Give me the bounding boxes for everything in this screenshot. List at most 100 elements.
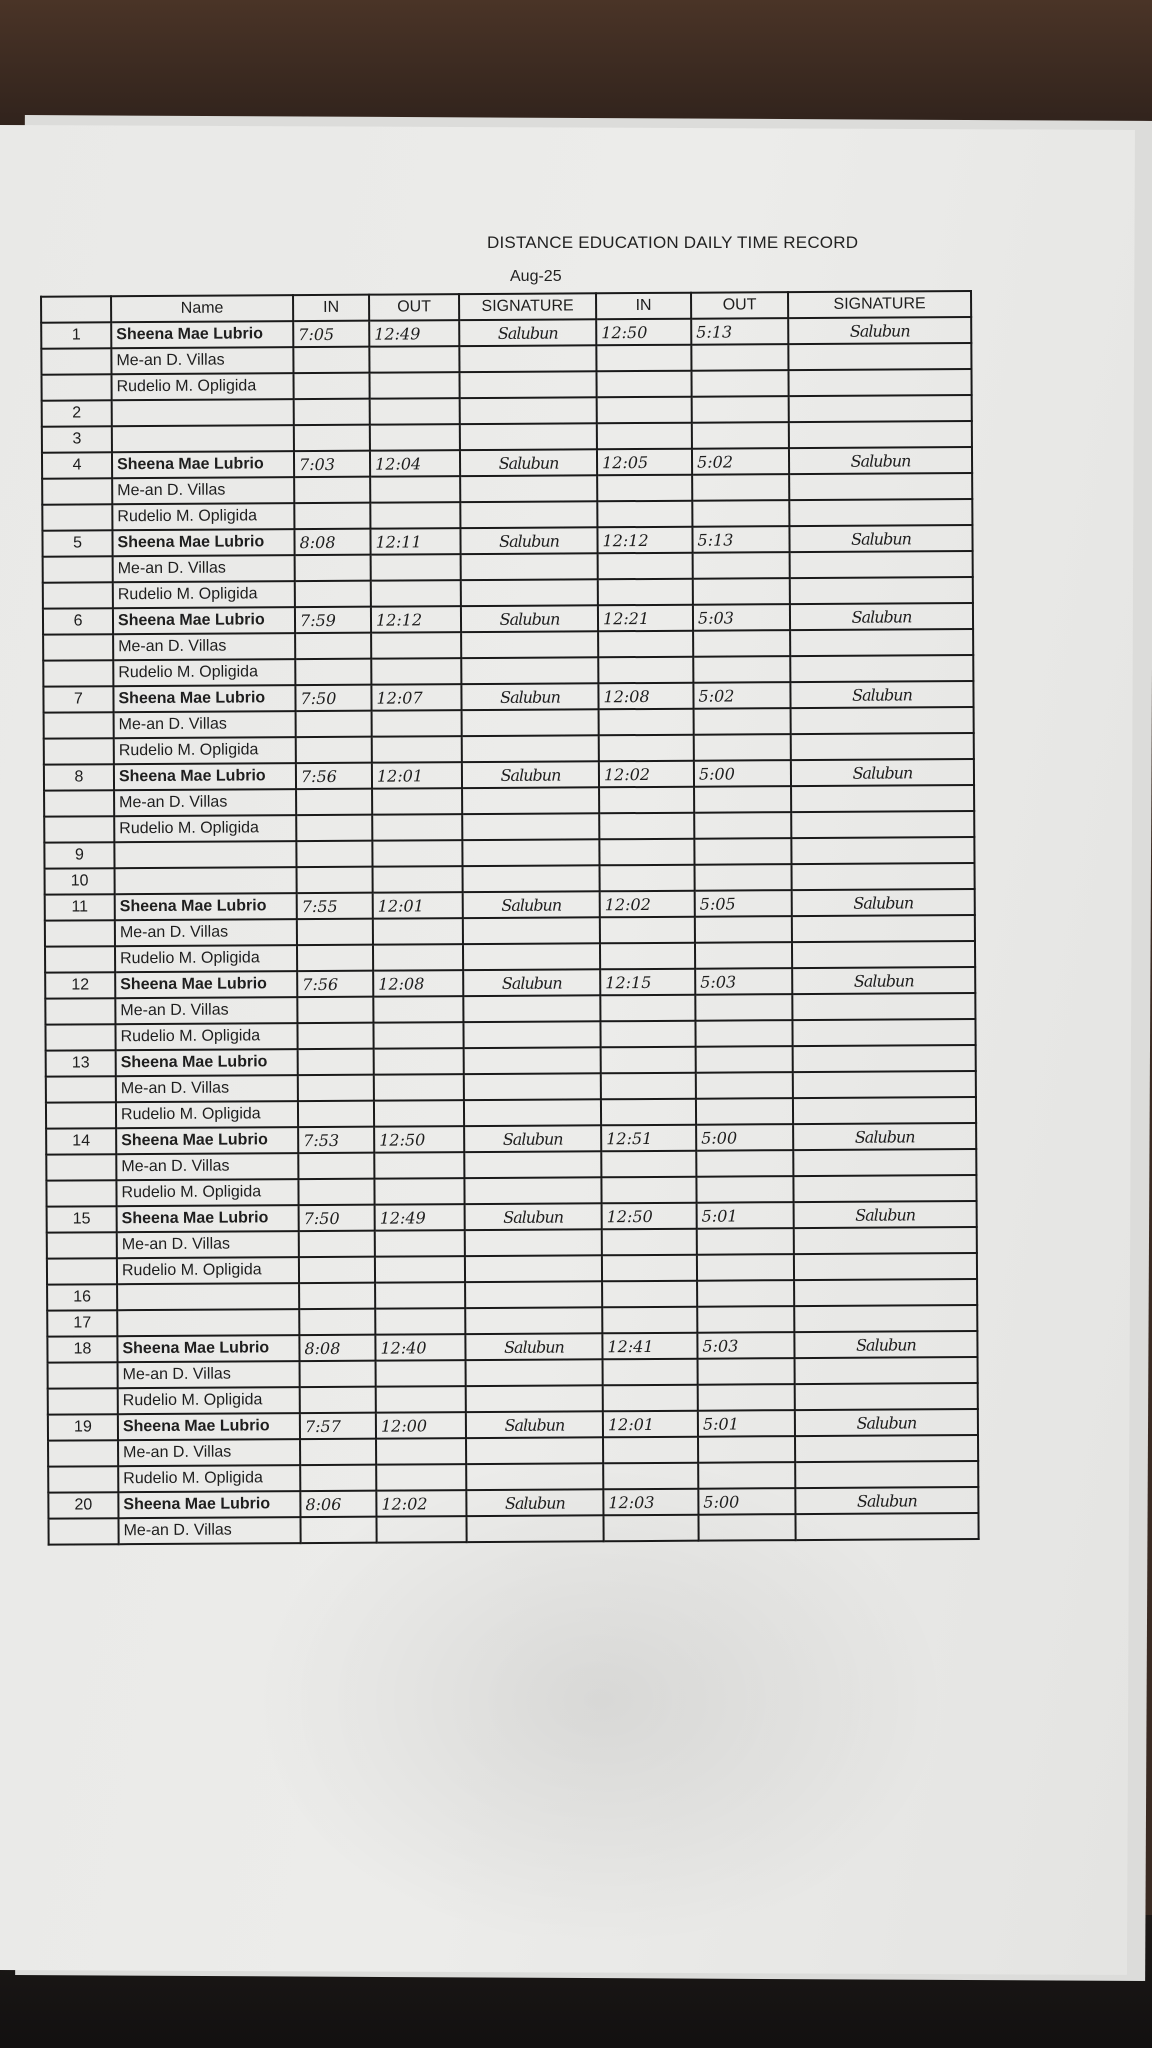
am-out-cell xyxy=(372,918,463,945)
day-number-cell: 9 xyxy=(44,842,115,869)
pm-in-cell: 12:21 xyxy=(597,604,694,632)
name-cell: Me-an D. Villas xyxy=(115,1075,298,1103)
day-number-cell xyxy=(48,1440,119,1467)
am-signature-cell xyxy=(459,345,597,373)
pm-signature-cell xyxy=(794,1278,978,1307)
pm-out-cell: 5:00 xyxy=(698,1488,796,1515)
pm-signature-cell xyxy=(793,1174,977,1203)
am-in-cell xyxy=(294,502,371,530)
day-number-cell xyxy=(42,504,113,531)
pm-signature-cell: Salubun xyxy=(791,888,975,917)
pm-out-cell: 5:03 xyxy=(695,968,793,995)
am-in-cell xyxy=(300,1438,377,1466)
am-out-cell xyxy=(373,996,464,1023)
pm-out-cell xyxy=(695,1046,793,1073)
am-out-cell xyxy=(370,580,461,607)
name-cell: Sheena Mae Lubrio xyxy=(111,451,295,479)
pm-signature-cell xyxy=(792,1018,976,1047)
am-out-cell xyxy=(372,788,463,815)
pm-signature-cell xyxy=(790,706,974,735)
am-out-cell xyxy=(369,424,460,451)
am-out-cell: 12:50 xyxy=(374,1126,465,1153)
pm-out-cell xyxy=(691,422,789,449)
pm-in-cell: 12:50 xyxy=(601,1202,697,1230)
am-out-cell xyxy=(371,632,462,659)
day-number-cell xyxy=(45,1102,117,1129)
name-cell: Sheena Mae Lubrio xyxy=(116,1205,299,1233)
am-out-cell xyxy=(375,1386,466,1413)
am-signature-cell xyxy=(462,865,600,893)
am-signature-cell xyxy=(464,1229,602,1257)
pm-in-cell xyxy=(602,1280,698,1308)
pm-out-cell: 5:01 xyxy=(696,1202,794,1229)
name-cell: Rudelio M. Opligida xyxy=(116,1257,300,1285)
pm-in-cell xyxy=(596,396,692,424)
am-in-cell xyxy=(297,1022,374,1050)
pm-signature-cell xyxy=(789,473,973,501)
pm-signature-cell xyxy=(794,1356,978,1385)
am-out-cell: 12:12 xyxy=(370,606,462,633)
am-signature-cell xyxy=(463,1021,601,1049)
name-cell: Rudelio M. Opligida xyxy=(112,503,295,531)
name-cell: Me-an D. Villas xyxy=(115,997,298,1025)
pm-signature-cell xyxy=(788,369,972,397)
name-cell xyxy=(114,841,297,869)
am-out-cell xyxy=(374,1230,465,1257)
day-number-cell xyxy=(44,946,116,973)
day-number-cell: 8 xyxy=(43,764,115,791)
pm-out-cell: 5:00 xyxy=(696,1124,794,1151)
pm-out-cell xyxy=(695,1098,794,1125)
name-cell: Me-an D. Villas xyxy=(114,919,297,947)
pm-in-cell xyxy=(600,1046,696,1074)
table-row: Me-an D. Villas xyxy=(48,1512,979,1545)
name-cell: Sheena Mae Lubrio xyxy=(114,893,297,921)
am-in-cell xyxy=(295,736,372,764)
am-signature-cell xyxy=(459,371,597,399)
pm-out-cell xyxy=(693,734,791,761)
pm-in-cell xyxy=(602,1358,698,1386)
am-out-cell xyxy=(375,1282,466,1309)
pm-in-cell xyxy=(602,1306,698,1334)
am-in-cell: 7:55 xyxy=(296,892,373,920)
day-number-cell: 17 xyxy=(47,1310,118,1337)
pm-signature-cell xyxy=(791,914,975,943)
am-in-cell xyxy=(298,1152,375,1180)
am-in-cell xyxy=(300,1516,377,1544)
am-signature-cell xyxy=(463,1099,602,1127)
am-out-cell: 12:49 xyxy=(369,320,460,347)
name-cell: Rudelio M. Opligida xyxy=(118,1465,301,1493)
pm-out-cell xyxy=(694,864,792,891)
am-out-cell xyxy=(371,736,462,763)
pm-out-cell xyxy=(696,1228,794,1255)
am-out-cell xyxy=(374,1256,466,1283)
pm-out-cell xyxy=(697,1280,795,1307)
name-cell xyxy=(117,1283,300,1311)
am-signature-cell xyxy=(466,1515,604,1543)
pm-signature-cell xyxy=(795,1512,979,1541)
pm-in-cell xyxy=(600,1098,697,1126)
am-signature-cell xyxy=(465,1359,603,1387)
am-in-cell: 8:08 xyxy=(299,1334,376,1362)
pm-in-cell xyxy=(596,422,692,450)
name-cell: Rudelio M. Opligida xyxy=(115,1101,299,1129)
day-number-cell xyxy=(47,1388,118,1415)
am-in-cell xyxy=(295,658,372,686)
pm-out-cell xyxy=(697,1358,795,1385)
document-month: Aug-25 xyxy=(510,268,562,285)
am-in-cell: 7:50 xyxy=(298,1204,375,1232)
am-in-cell xyxy=(297,1100,375,1128)
pm-in-cell xyxy=(597,500,693,528)
pm-signature-cell: Salubun xyxy=(793,1122,977,1151)
day-number-cell: 12 xyxy=(45,972,116,999)
am-in-cell xyxy=(294,476,371,504)
am-in-cell xyxy=(296,814,373,842)
name-cell: Sheena Mae Lubrio xyxy=(115,1049,298,1077)
pm-out-cell: 5:01 xyxy=(697,1410,795,1437)
name-cell: Sheena Mae Lubrio xyxy=(113,685,296,713)
am-out-cell: 12:04 xyxy=(369,450,461,477)
pm-in-cell: 12:08 xyxy=(598,682,694,710)
name-cell: Rudelio M. Opligida xyxy=(113,659,296,687)
day-number-cell: 19 xyxy=(47,1414,119,1441)
am-out-cell xyxy=(376,1464,467,1491)
am-out-cell: 12:49 xyxy=(374,1204,465,1231)
